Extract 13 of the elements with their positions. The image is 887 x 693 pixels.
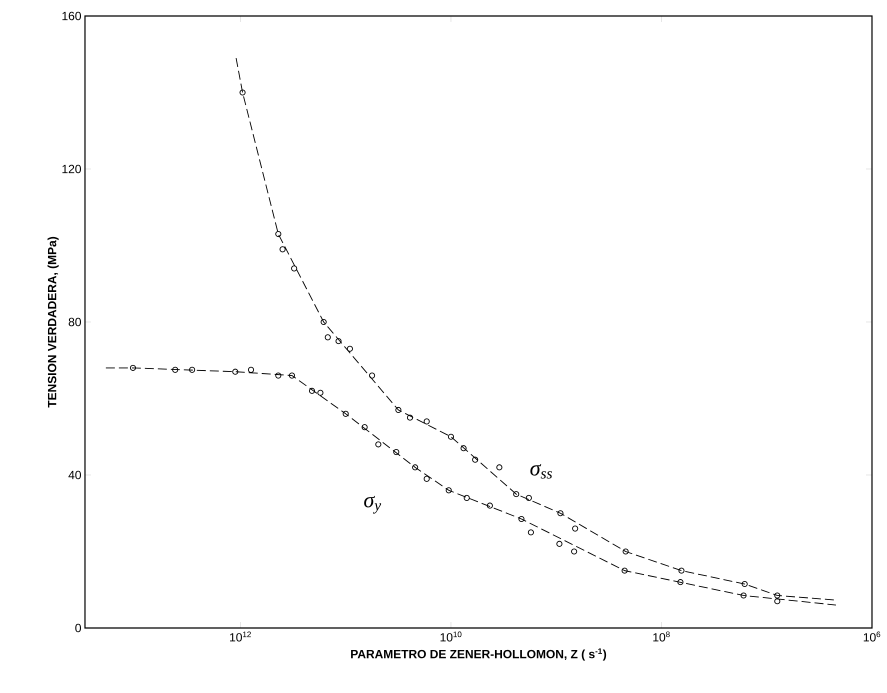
x-tick-label: 10$^{12}$ <box>230 632 251 642</box>
x-tick-label: 10$^{8}$ <box>653 632 670 642</box>
series-label: σ$_{y}$ <box>364 496 382 514</box>
y-tick-label: 0 <box>75 624 81 632</box>
y-tick-label: 120 <box>62 164 81 174</box>
y-tick-label: 40 <box>68 470 81 480</box>
y-axis-title: TENSION VERDADERA, (MPa) <box>48 236 59 408</box>
x-tick-label: 10$^{6}$ <box>864 632 880 642</box>
y-tick-label: 160 <box>62 12 81 20</box>
x-axis-title: PARAMETRO DE ZENER-HOLLOMON, Z ( s$^{-1}$) <box>351 648 606 661</box>
x-tick-label: 10$^{10}$ <box>440 632 462 642</box>
y-tick-label: 80 <box>68 318 81 326</box>
series-label: σ$_{ss}$ <box>530 464 552 479</box>
